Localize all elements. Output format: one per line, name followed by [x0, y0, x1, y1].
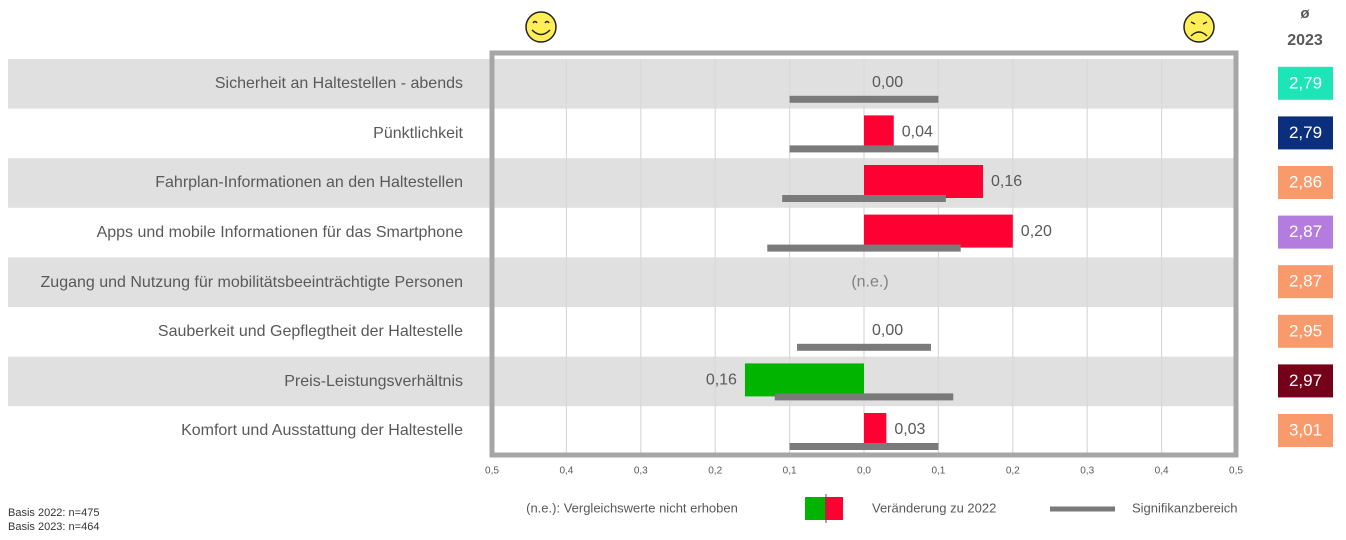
- average-box: [1278, 414, 1333, 447]
- average-label: 2,87: [1289, 222, 1322, 241]
- smiley-sad: [1183, 11, 1215, 43]
- average-box: [1278, 116, 1333, 150]
- average-box: [1278, 314, 1333, 348]
- legend-swatch: [825, 497, 843, 520]
- value-label: 0,16: [991, 173, 1022, 190]
- significance-bar: [789, 145, 939, 153]
- value-label: 0,03: [894, 421, 925, 438]
- bar: [744, 363, 864, 397]
- x-tick-label: 0,0: [857, 466, 871, 477]
- significance-bar: [774, 393, 954, 401]
- significance-bar: [767, 244, 961, 252]
- x-tick-label: 0,5: [485, 466, 499, 477]
- average-label: 2,86: [1289, 172, 1322, 191]
- row-band: [8, 257, 1236, 307]
- average-label: 2,95: [1289, 321, 1322, 340]
- value-label: 0,20: [1021, 223, 1052, 240]
- x-tick-label: 0,5: [1229, 466, 1243, 477]
- significance-bar: [789, 443, 939, 450]
- average-box: [1278, 66, 1333, 100]
- average-label: 2,79: [1289, 73, 1322, 92]
- legend-label: Veränderung zu 2022: [872, 500, 996, 515]
- footnote: Basis 2022: n=475: [8, 507, 99, 519]
- average-box: [1278, 265, 1333, 299]
- row-bands: [8, 59, 1236, 407]
- average-label: 3,01: [1289, 420, 1322, 439]
- value-label: 0,00: [872, 322, 903, 339]
- avg-header: ø: [1300, 5, 1310, 22]
- x-tick-label: 0,1: [783, 466, 797, 477]
- value-label: 0,16: [706, 372, 737, 389]
- x-tick-label: 0,2: [708, 466, 722, 477]
- row-band: [8, 158, 1236, 208]
- significance-bar: [797, 343, 931, 351]
- footnote: Basis 2023: n=464: [8, 521, 99, 533]
- legend-swatch: [805, 497, 825, 520]
- avg-header: 2023: [1287, 32, 1323, 49]
- value-label: (n.e.): [851, 273, 888, 290]
- x-tick-label: 0,2: [1006, 466, 1020, 477]
- x-tick-label: 0,1: [931, 466, 945, 477]
- plot-frame: [489, 50, 1239, 458]
- x-tick-label: 0,3: [634, 466, 648, 477]
- legend-note: (n.e.): Vergleichswerte nicht erhoben: [526, 500, 738, 515]
- significance-bar: [782, 195, 946, 202]
- category-label: Preis-Leistungsverhältnis: [284, 372, 463, 390]
- legend-label: Signifikanzbereich: [1132, 500, 1238, 515]
- row-band: [8, 59, 1236, 109]
- x-tick-label: 0,4: [559, 466, 573, 477]
- average-box: [1278, 166, 1333, 199]
- average-box: [1278, 215, 1333, 249]
- average-label: 2,87: [1289, 272, 1322, 291]
- bar: [864, 165, 984, 198]
- category-label: Apps und mobile Informationen für das Sm…: [96, 224, 463, 242]
- average-label: 2,79: [1289, 123, 1322, 142]
- average-label: 2,97: [1289, 371, 1322, 390]
- x-tick-label: 0,4: [1155, 466, 1169, 477]
- category-label: Pünktlichkeit: [373, 124, 463, 142]
- category-label: Sicherheit an Haltestellen - abends: [214, 75, 463, 93]
- significance-bar: [789, 95, 939, 103]
- bar: [864, 413, 887, 446]
- value-label: 0,04: [902, 124, 933, 141]
- category-label: Sauberkeit und Gepflegtheit der Halteste…: [157, 323, 463, 341]
- row-band: [8, 356, 1236, 407]
- category-label: Zugang und Nutzung für mobilitätsbeeintr…: [40, 273, 463, 291]
- bar: [864, 115, 894, 149]
- category-label: Komfort und Ausstattung der Haltestelle: [181, 422, 463, 440]
- x-tick-label: 0,3: [1080, 466, 1094, 477]
- bar: [864, 214, 1013, 248]
- smiley-happy: [525, 11, 557, 43]
- category-label: Fahrplan-Informationen an den Haltestell…: [155, 174, 463, 192]
- value-label: 0,00: [872, 74, 903, 91]
- average-box: [1278, 364, 1333, 398]
